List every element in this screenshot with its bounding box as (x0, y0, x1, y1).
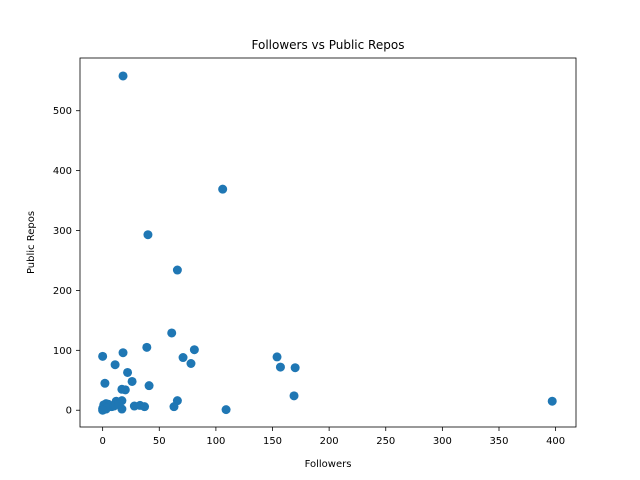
data-point (110, 360, 120, 370)
data-point (172, 265, 182, 275)
data-point (218, 184, 228, 194)
x-axis-label: Followers (305, 459, 352, 470)
chart-title: Followers vs Public Repos (252, 38, 405, 52)
y-tick-label: 200 (53, 286, 72, 297)
y-tick-label: 500 (53, 106, 72, 117)
data-point (98, 405, 108, 415)
y-axis: 0 100 200 300 400 500 (53, 106, 80, 417)
data-point (167, 328, 177, 338)
data-point (144, 381, 154, 391)
data-point (289, 391, 299, 401)
data-point (178, 353, 188, 363)
x-tick-label: 150 (263, 436, 282, 447)
data-point (142, 342, 152, 352)
plot-frame (79, 57, 577, 428)
data-point (123, 367, 133, 377)
data-point (189, 345, 199, 355)
x-tick-label: 350 (489, 436, 508, 447)
x-tick-label: 400 (546, 436, 565, 447)
data-point (127, 376, 137, 386)
data-point (118, 71, 128, 81)
points-layer (98, 71, 557, 415)
data-point (100, 378, 110, 388)
data-point (120, 385, 130, 395)
x-tick-label: 200 (320, 436, 339, 447)
x-tick-label: 100 (206, 436, 225, 447)
data-point (98, 351, 108, 361)
data-point (272, 352, 282, 362)
data-point (275, 362, 285, 372)
data-point (143, 230, 153, 240)
data-point (169, 402, 179, 412)
y-tick-label: 300 (53, 226, 72, 237)
x-tick-label: 250 (376, 436, 395, 447)
x-axis: 0 50 100 150 200 250 300 350 400 (99, 427, 565, 447)
y-tick-label: 100 (53, 346, 72, 357)
x-tick-label: 0 (99, 436, 105, 447)
x-tick-label: 300 (433, 436, 452, 447)
data-point (140, 402, 150, 412)
data-point (114, 399, 124, 409)
y-tick-label: 400 (53, 166, 72, 177)
data-point (221, 405, 231, 415)
data-point (186, 359, 196, 369)
data-point (547, 396, 557, 406)
y-axis-label: Public Repos (26, 211, 37, 274)
data-point (290, 363, 300, 373)
x-tick-label: 50 (153, 436, 166, 447)
data-point (118, 348, 128, 358)
y-tick-label: 0 (66, 406, 72, 417)
